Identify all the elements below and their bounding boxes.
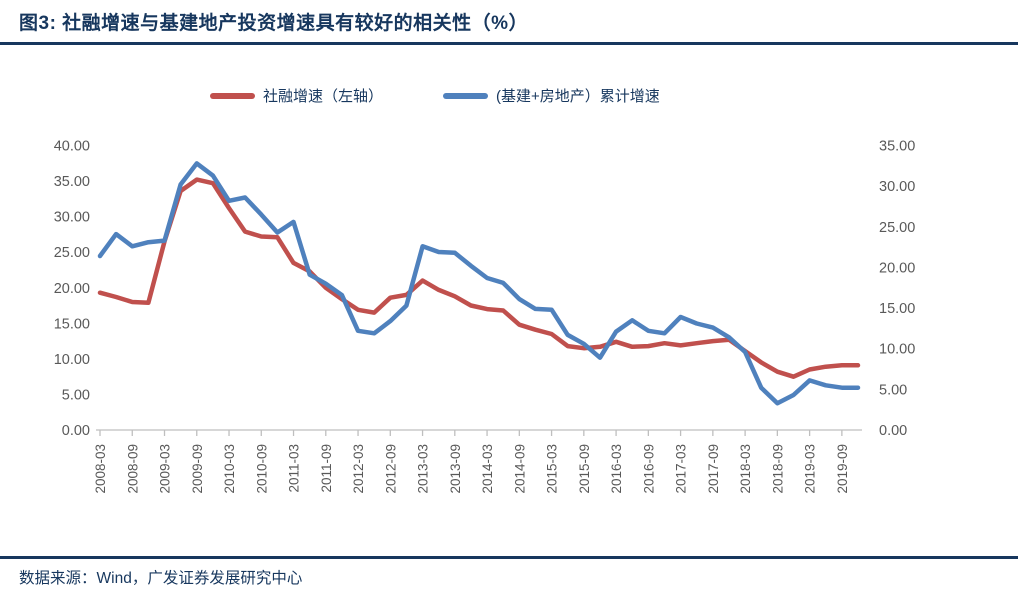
- y-axis-left-tick-label: 10.00: [54, 352, 90, 368]
- data-source-note: 数据来源：Wind，广发证券发展研究中心: [19, 570, 303, 587]
- y-axis-right-tick-label: 25.00: [879, 220, 915, 236]
- x-axis-tick-label: 2017-09: [706, 444, 721, 494]
- x-axis-tick-label: 2014-03: [480, 444, 495, 494]
- y-axis-right-tick-label: 5.00: [879, 382, 907, 398]
- x-axis-tick-label: 2012-09: [383, 444, 398, 494]
- y-axis-right-tick-label: 15.00: [879, 301, 915, 317]
- chart-legend: 社融增速（左轴） (基建+房地产）累计增速: [210, 85, 660, 106]
- legend-item-infra-property-growth: (基建+房地产）累计增速: [443, 85, 660, 106]
- x-axis-tick-label: 2018-09: [770, 444, 785, 494]
- y-axis-left-tick-label: 5.00: [62, 387, 90, 403]
- series-line-infra-property-growth: [97, 161, 861, 406]
- y-axis-right-tick-label: 20.00: [879, 260, 915, 276]
- x-axis-tick-label: 2017-03: [674, 444, 689, 494]
- x-axis-tick-label: 2018-03: [738, 444, 753, 494]
- chart-title: 图3: 社融增速与基建地产投资增速具有较好的相关性（%）: [19, 13, 529, 34]
- x-axis-tick-label: 2015-03: [545, 444, 560, 494]
- x-axis-tick-label: 2008-03: [93, 444, 108, 494]
- x-axis-tick-label: 2010-09: [254, 444, 269, 494]
- y-axis-left-tick-label: 40.00: [54, 139, 90, 155]
- x-axis-tick-label: 2012-03: [351, 444, 366, 494]
- y-axis-left-tick-label: 15.00: [54, 316, 90, 332]
- x-axis-tick-label: 2011-09: [319, 444, 334, 493]
- title-divider: [0, 42, 1018, 45]
- x-axis-tick-label: 2014-09: [512, 444, 527, 494]
- x-axis-tick-label: 2015-09: [577, 444, 592, 494]
- y-axis-right-tick-label: 0.00: [879, 423, 907, 439]
- x-axis-tick-label: 2009-09: [190, 444, 205, 494]
- y-axis-right-tick-label: 10.00: [879, 342, 915, 358]
- y-axis-left-tick-label: 35.00: [54, 174, 90, 190]
- x-axis-tick-label: 2019-03: [803, 444, 818, 494]
- x-axis-tick-label: 2009-03: [158, 444, 173, 494]
- y-axis-left-tick-label: 20.00: [54, 281, 90, 297]
- y-axis-right-tick-label: 30.00: [879, 179, 915, 195]
- footer-divider: [0, 556, 1018, 559]
- y-axis-right-tick-label: 35.00: [879, 139, 915, 155]
- x-axis-tick-label: 2013-03: [416, 444, 431, 494]
- x-axis-tick-label: 2011-03: [287, 444, 302, 493]
- y-axis-left-tick-label: 0.00: [62, 423, 90, 439]
- y-axis-left-tick-label: 30.00: [54, 210, 90, 226]
- series-line-tsf-growth: [97, 177, 861, 379]
- x-axis-tick-label: 2016-03: [609, 444, 624, 494]
- x-axis-tick-label: 2013-09: [448, 444, 463, 494]
- legend-line-marker-red: [210, 92, 255, 99]
- y-axis-left-tick-label: 25.00: [54, 245, 90, 261]
- legend-label-infra-property-growth: (基建+房地产）累计增速: [496, 88, 660, 105]
- x-axis-tick-label: 2019-09: [835, 444, 850, 494]
- x-axis-tick-label: 2008-09: [125, 444, 140, 494]
- legend-label-tsf-growth: 社融增速（左轴）: [263, 88, 384, 105]
- x-axis-tick-label: 2010-03: [222, 444, 237, 494]
- x-axis-tick-label: 2016-09: [641, 444, 656, 494]
- legend-item-tsf-growth: 社融增速（左轴）: [210, 85, 383, 106]
- legend-line-marker-blue: [443, 92, 489, 99]
